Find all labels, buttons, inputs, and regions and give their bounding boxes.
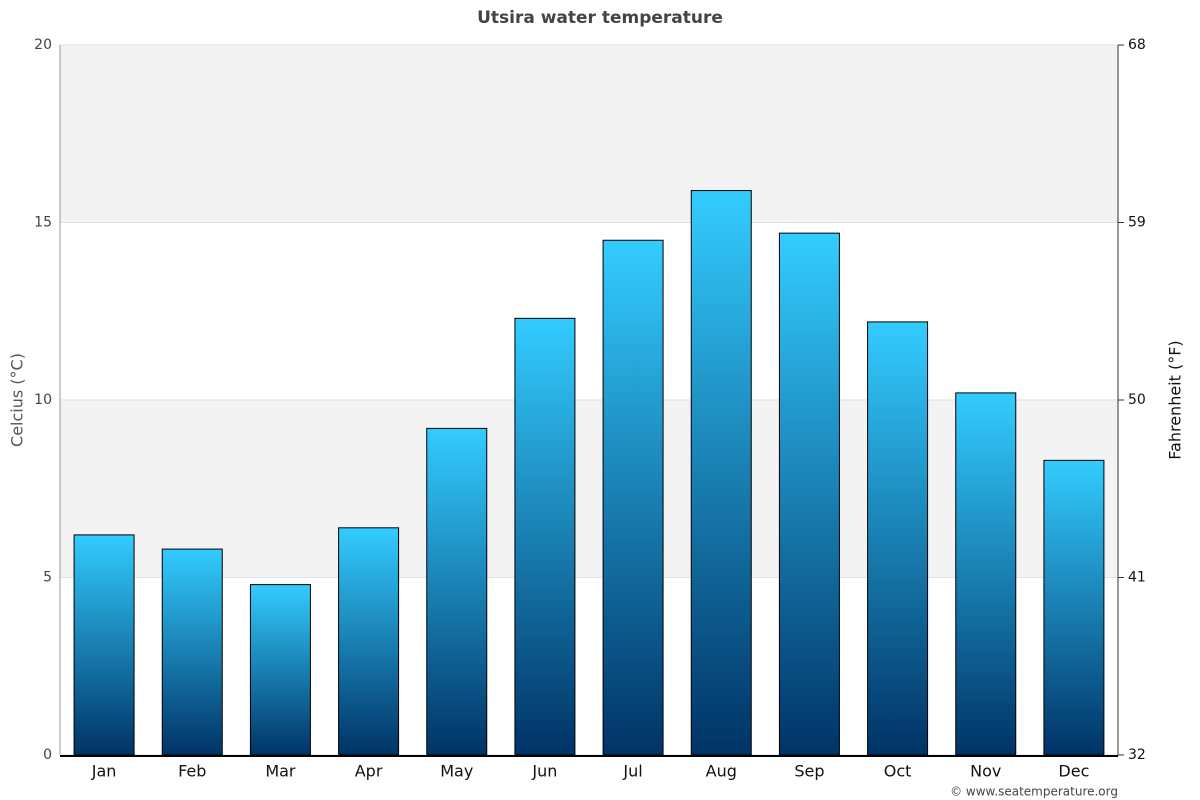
- x-tick-label: Sep: [794, 762, 824, 781]
- y-tick-label: 15: [34, 215, 52, 231]
- bar: [249, 584, 311, 756]
- bar: [602, 239, 664, 756]
- bar: [778, 232, 840, 756]
- bar: [514, 317, 576, 756]
- bar: [690, 190, 752, 756]
- credit: © www.seatemperature.org: [950, 785, 1118, 799]
- y2-tick-label: 68: [1128, 37, 1146, 53]
- x-tick-label: Apr: [355, 762, 383, 781]
- y-tick-label: 20: [34, 37, 52, 53]
- y-tick-label: 0: [43, 747, 52, 763]
- y-tick-label: 5: [43, 570, 52, 586]
- x-tick-label: Aug: [706, 762, 737, 781]
- chart-title: Utsira water temperature: [477, 8, 723, 28]
- bar: [161, 548, 223, 756]
- bar: [955, 392, 1017, 756]
- x-tick-label: Nov: [970, 762, 1001, 781]
- grid-band: [60, 400, 1118, 578]
- y2-tick-label: 32: [1128, 747, 1146, 763]
- y2-tick-label: 50: [1128, 392, 1146, 408]
- bar: [867, 321, 929, 756]
- x-tick-label: May: [440, 762, 473, 781]
- x-tick-label: Jun: [531, 762, 557, 781]
- bar: [73, 534, 135, 756]
- y2-axis-title: Fahrenheit (°F): [1166, 340, 1185, 459]
- x-tick-label: Jul: [622, 762, 642, 781]
- x-tick-label: Jan: [91, 762, 117, 781]
- x-tick-label: Feb: [178, 762, 206, 781]
- y-axis-title: Celcius (°C): [8, 353, 27, 447]
- y-tick-label: 10: [34, 392, 52, 408]
- y2-tick-label: 59: [1128, 215, 1146, 231]
- bar: [426, 427, 488, 756]
- bar: [338, 527, 400, 756]
- grid-band: [60, 45, 1118, 223]
- bar: [1043, 459, 1105, 756]
- x-tick-label: Oct: [884, 762, 912, 781]
- x-tick-label: Dec: [1058, 762, 1089, 781]
- x-tick-label: Mar: [265, 762, 296, 781]
- y2-tick-label: 41: [1128, 570, 1146, 586]
